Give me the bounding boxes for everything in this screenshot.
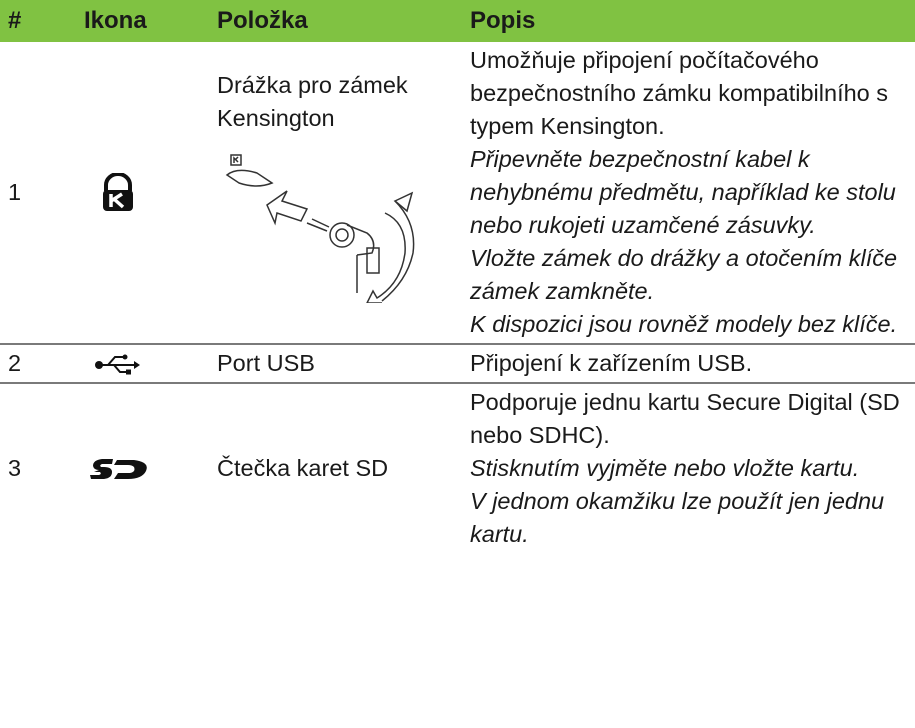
description: Umožňuje připojení počítačového bezpečno… xyxy=(470,47,889,139)
description: Připojení k zařízením USB. xyxy=(470,350,753,376)
number: 1 xyxy=(8,179,22,205)
icon-cell xyxy=(76,42,209,344)
item: Port USB xyxy=(209,343,462,383)
item: Drážka pro zámek Kensington xyxy=(217,71,408,131)
header-cell: Popis xyxy=(462,0,915,42)
description-cell: Podporuje jednu kartu Secure Digital (SD… xyxy=(462,382,915,553)
description-cell: Umožňuje připojení počítačového bezpečno… xyxy=(462,42,915,344)
header-cell: # xyxy=(0,0,76,42)
note: V jednom okamžiku lze použít jen jednu k… xyxy=(470,488,885,547)
usb-icon xyxy=(95,354,140,374)
icon-cell xyxy=(76,343,209,383)
kensington-icon xyxy=(103,172,133,211)
number: 2 xyxy=(0,343,76,383)
description-cell: Připojení k zařízením USB. xyxy=(462,343,915,383)
header-row: # Ikona Položka Popis xyxy=(0,0,915,42)
item: Čtečka karet SD xyxy=(209,382,462,553)
header-cell: Položka xyxy=(209,0,462,42)
note: Vložte zámek do drážky a otočením klíče … xyxy=(470,245,898,304)
number: 3 xyxy=(0,382,76,553)
item-cell: Drážka pro zámek Kensington xyxy=(209,42,462,344)
kensington-illustration xyxy=(225,153,415,303)
icon-cell xyxy=(76,382,209,553)
description: Podporuje jednu kartu Secure Digital (SD… xyxy=(470,389,900,448)
header-cell: Ikona xyxy=(76,0,209,42)
row: 2 Port USB Připojení k zařízením USB. xyxy=(0,343,915,383)
ports-table: # Ikona Položka Popis 1 Drážka pro zámek… xyxy=(0,0,915,553)
note: K dispozici jsou rovněž modely bez klíče… xyxy=(470,311,898,337)
note: Připevněte bezpečnostní kabel k nehybném… xyxy=(470,146,896,238)
note: Stisknutím vyjměte nebo vložte kartu. xyxy=(470,455,860,481)
row: 3 Čtečka karet SD Podporuje jednu kartu … xyxy=(0,382,915,553)
row: 1 Drážka pro zámek Kensington xyxy=(0,42,915,344)
sd-icon xyxy=(90,458,147,479)
